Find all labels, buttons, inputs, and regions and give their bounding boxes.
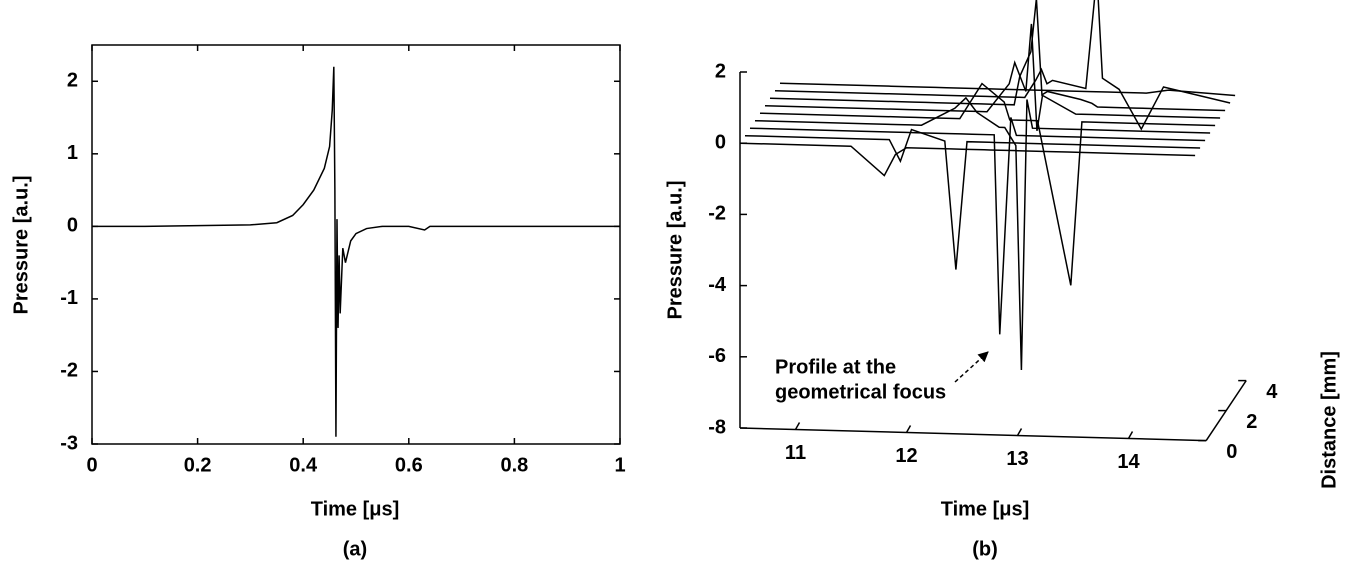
z-tick-label: 4 [1266, 381, 1278, 403]
x-axis-title: Time [μs] [941, 498, 1030, 520]
x-axis-title: Time [μs] [311, 498, 400, 520]
y-tick-label: 2 [715, 60, 726, 82]
z-axis-title: Distance [mm] [1318, 351, 1340, 489]
x-tick-label: 11 [785, 442, 806, 464]
trace [764, 23, 1221, 131]
x-tick [794, 422, 801, 430]
z-tick-label: 0 [1226, 441, 1237, 463]
y-tick-label: 1 [67, 142, 78, 164]
y-tick-label: 0 [67, 215, 78, 237]
trace [759, 82, 1216, 286]
y-tick-label: -2 [708, 203, 726, 225]
panel-label: (a) [343, 538, 367, 560]
x-tick-label: 14 [1117, 451, 1140, 473]
y-tick-label: -2 [60, 360, 78, 382]
trace [769, 0, 1226, 112]
y-tick-label: -3 [60, 432, 78, 454]
trace [774, 0, 1231, 131]
trace [739, 142, 1196, 177]
x-tick-label: 13 [1006, 448, 1028, 470]
plot-frame [91, 44, 621, 445]
y-tick-label: -4 [708, 274, 727, 296]
x-axis [739, 427, 1207, 442]
x-tick-label: 0 [86, 454, 97, 476]
annotation: geometrical focus [775, 381, 946, 403]
x-tick [1127, 431, 1134, 439]
z-tick-label: 2 [1246, 411, 1257, 433]
x-tick-label: 0.6 [395, 454, 423, 476]
x-tick-label: 0.2 [184, 454, 212, 476]
waveform [92, 66, 620, 437]
y-tick-label: 2 [67, 70, 78, 92]
trace [749, 117, 1206, 335]
y-axis-title: Pressure [a.u.] [664, 181, 686, 320]
annotation-arrow [954, 351, 989, 383]
trace [744, 128, 1201, 270]
trace [779, 82, 1236, 97]
x-tick-label: 0.4 [289, 454, 318, 476]
x-tick-label: 12 [895, 445, 917, 467]
y-tick-label: -1 [60, 287, 78, 309]
annotation: Profile at the [775, 356, 896, 378]
x-tick-label: 1 [614, 454, 625, 476]
x-tick [1016, 428, 1023, 436]
y-axis-title: Pressure [a.u.] [10, 176, 32, 315]
x-tick-label: 0.8 [500, 454, 528, 476]
y-tick-label: -8 [708, 416, 726, 438]
panel-label: (b) [972, 538, 998, 560]
y-tick-label: -6 [708, 345, 726, 367]
x-tick [905, 425, 912, 433]
trace [754, 96, 1211, 370]
y-tick-label: 0 [715, 131, 726, 153]
